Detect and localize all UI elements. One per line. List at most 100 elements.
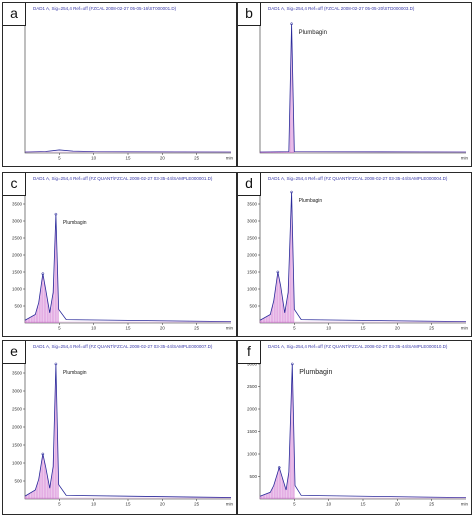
x-unit-label: min — [461, 502, 469, 507]
y-tick-label: 2000 — [12, 425, 23, 430]
peak-label: Plumbagin — [63, 370, 87, 376]
chromatogram-panel-d: d DAD1 A, Sig=254,4 Ref=off (FZ QUANT\FZ… — [237, 172, 472, 337]
x-tick-label: 5 — [58, 326, 61, 331]
chromatogram-trace — [259, 23, 467, 153]
y-tick-label: 3000 — [247, 219, 258, 224]
chromatogram-header: DAD1 A, Sig=254,4 Ref=off (FZCAL 2008-02… — [268, 6, 415, 11]
y-tick-label: 3500 — [12, 371, 23, 376]
x-tick-label: 10 — [91, 502, 97, 507]
x-tick-label: 15 — [360, 326, 366, 331]
chromatogram-plot: 3500 3000 2500 2000 1500 1000 500 5 10 15 20 25 min P… — [12, 355, 234, 507]
panel-letter: a — [3, 3, 26, 26]
integrated-area — [260, 364, 296, 499]
chromatogram-panel-f: f DAD1 A, Sig=254,4 Ref=off (FZ QUANT\FZ… — [237, 340, 472, 515]
x-tick-label: 10 — [326, 326, 332, 331]
y-tick-label: 2500 — [12, 407, 23, 412]
integrated-area — [260, 192, 295, 323]
y-tick-label: 1500 — [12, 270, 23, 275]
y-tick-label: 3500 — [247, 202, 258, 207]
chromatogram-trace — [259, 192, 467, 323]
chromatogram-trace — [24, 363, 232, 498]
x-tick-label: 5 — [293, 502, 296, 507]
peak-apex-marker — [54, 212, 58, 216]
peak-apex-marker — [41, 452, 45, 456]
peak-apex-marker — [277, 466, 281, 469]
x-tick-label: 20 — [395, 326, 401, 331]
chromatogram-plot: min Plumbagin — [259, 17, 469, 161]
x-tick-label: 15 — [360, 502, 366, 507]
peak-apex-marker — [290, 22, 293, 26]
x-tick-label: 15 — [125, 326, 131, 331]
y-tick-label: 2500 — [247, 236, 258, 241]
chromatogram-panel-a: a DAD1 A, Sig=254,4 Ref=off (FZCAL 2008-… — [2, 2, 237, 167]
y-tick-label: 1500 — [12, 443, 23, 448]
y-tick-label: 1000 — [247, 452, 258, 457]
x-tick-label: 5 — [293, 326, 296, 331]
x-tick-label: 5 — [58, 156, 61, 161]
y-tick-label: 2500 — [247, 384, 258, 389]
y-tick-label: 1500 — [247, 429, 258, 434]
y-tick-label: 500 — [249, 474, 257, 479]
panel-letter: d — [238, 173, 261, 196]
y-tick-label: 3000 — [247, 362, 258, 367]
integrated-area — [260, 23, 295, 153]
chromatogram-trace — [24, 214, 232, 323]
chromatogram-header: DAD1 A, Sig=254,4 Ref=off (FZ QUANT\FZCA… — [268, 344, 448, 349]
peak-apex-marker — [54, 362, 58, 366]
peak-apex-marker — [41, 272, 45, 276]
y-tick-label: 500 — [249, 304, 257, 309]
x-tick-label: 25 — [194, 156, 200, 161]
x-tick-label: 15 — [125, 502, 131, 507]
y-tick-label: 2500 — [12, 236, 23, 241]
chromatogram-plot: 3000 2500 2000 1500 1000 500 5 10 15 20 25 min Plumb… — [247, 355, 469, 507]
chromatogram-plot: 3500 3000 2500 2000 1500 1000 500 5 10 15 20 25 min P… — [12, 187, 233, 331]
peak-apex-marker — [290, 190, 293, 194]
x-tick-label: 20 — [160, 326, 166, 331]
y-tick-label: 1500 — [247, 270, 258, 275]
x-tick-label: 20 — [160, 156, 166, 161]
x-unit-label: min — [226, 156, 234, 161]
panel-letter: c — [3, 173, 26, 196]
peak-label: Plumbagin — [299, 30, 327, 36]
peak-label: Plumbagin — [63, 220, 87, 226]
y-tick-label: 500 — [14, 304, 22, 309]
peak-label: Plumbagin — [299, 198, 323, 204]
x-tick-label: 5 — [58, 502, 61, 507]
x-tick-label: 25 — [194, 502, 200, 507]
y-tick-label: 2000 — [247, 253, 258, 258]
chromatogram-panel-c: c DAD1 A, Sig=254,4 Ref=off (FZ QUANT\FZ… — [2, 172, 237, 337]
y-tick-label: 1000 — [12, 287, 23, 292]
y-tick-label: 3000 — [12, 219, 23, 224]
chromatogram-header: DAD1 A, Sig=254,4 Ref=off (FZCAL 2008-02… — [33, 6, 177, 11]
peak-apex-marker — [290, 362, 294, 366]
integrated-area — [25, 364, 59, 499]
panel-letter: f — [238, 341, 261, 364]
y-tick-label: 500 — [14, 479, 22, 484]
x-unit-label: min — [226, 502, 234, 507]
y-tick-label: 2000 — [12, 253, 23, 258]
peak-apex-marker — [276, 270, 280, 274]
x-tick-label: 20 — [395, 502, 401, 507]
x-tick-label: 25 — [429, 326, 435, 331]
y-tick-label: 2000 — [247, 407, 258, 412]
y-tick-label: 1000 — [12, 461, 23, 466]
x-tick-label: 20 — [160, 502, 166, 507]
chromatogram-plot: 3500 3000 2500 2000 1500 1000 500 5 10 15 20 25 min P… — [247, 187, 469, 331]
x-tick-label: 10 — [91, 326, 97, 331]
x-tick-label: 25 — [429, 502, 435, 507]
x-tick-label: 15 — [125, 156, 131, 161]
x-unit-label: min — [461, 156, 469, 161]
x-tick-label: 10 — [91, 156, 97, 161]
chromatogram-header: DAD1 A, Sig=254,4 Ref=off (FZ QUANT\FZCA… — [33, 344, 213, 349]
chromatogram-trace — [24, 149, 232, 153]
x-tick-label: 10 — [326, 502, 332, 507]
y-tick-label: 3500 — [12, 202, 23, 207]
chromatogram-plot: 5 10 15 20 25 min — [24, 17, 234, 161]
chromatogram-trace — [259, 363, 467, 499]
panel-letter: e — [3, 341, 26, 364]
x-unit-label: min — [461, 326, 469, 331]
chromatogram-header: DAD1 A, Sig=254,4 Ref=off (FZ QUANT\FZCA… — [268, 176, 448, 181]
panel-letter: b — [238, 3, 261, 26]
chromatogram-panel-e: e DAD1 A, Sig=254,4 Ref=off (FZ QUANT\FZ… — [2, 340, 237, 515]
y-tick-label: 3000 — [12, 389, 23, 394]
